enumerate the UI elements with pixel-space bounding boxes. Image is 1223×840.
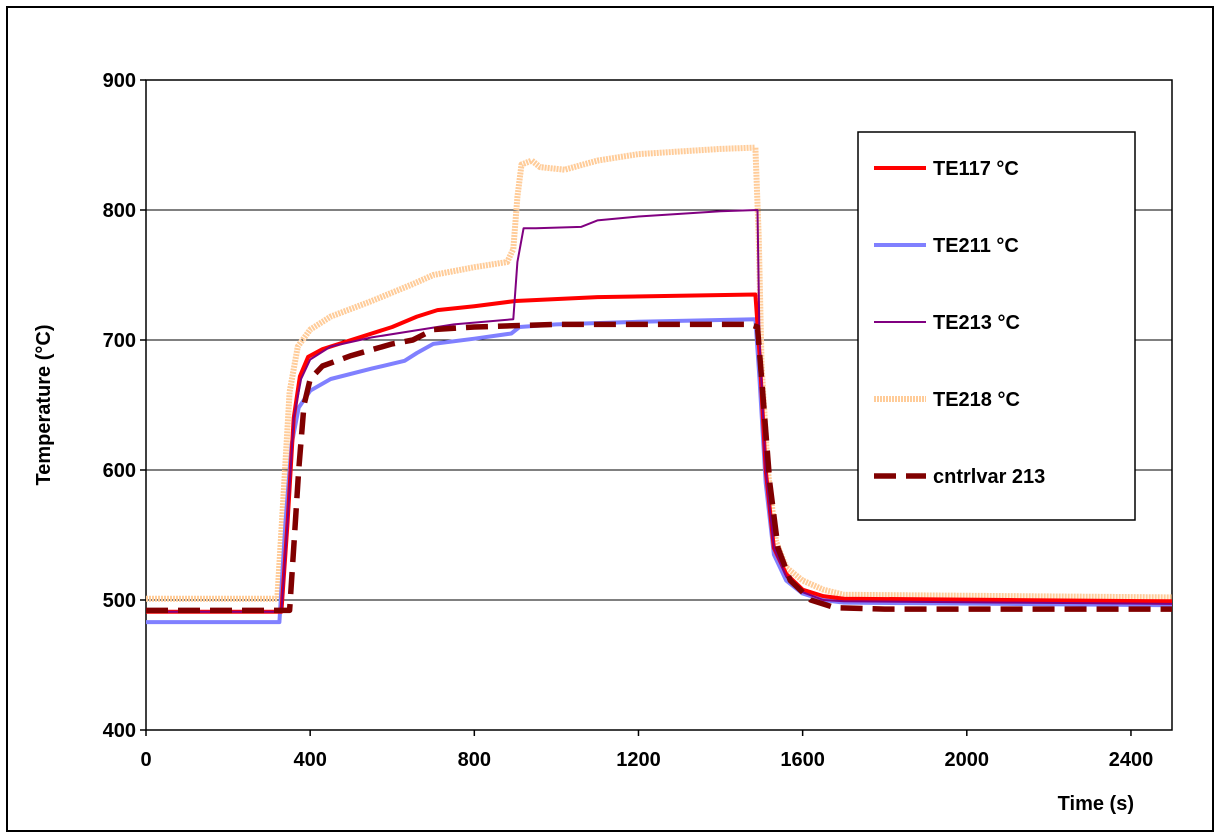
x-tick-label: 2000 xyxy=(945,749,990,771)
x-tick-label: 0 xyxy=(140,749,151,771)
legend-box xyxy=(857,131,1136,521)
y-tick-label: 700 xyxy=(103,330,136,352)
x-tick-label: 1600 xyxy=(780,749,825,771)
legend-label: cntrlvar 213 xyxy=(933,466,1045,488)
legend-label: TE211 °C xyxy=(933,235,1019,257)
y-tick-label: 400 xyxy=(103,720,136,742)
x-tick-label: 1200 xyxy=(616,749,661,771)
y-tick-label: 600 xyxy=(103,460,136,482)
legend: TE117 °C TE211 °C TE213 °C TE218 °C cntrlvar… xyxy=(857,131,1136,521)
x-tick-label: 800 xyxy=(458,749,491,771)
y-tick-label: 500 xyxy=(103,590,136,612)
legend-label: TE117 °C xyxy=(933,158,1019,180)
series-lines xyxy=(146,144,1173,625)
plot-area xyxy=(145,79,1173,731)
y-tick-label: 900 xyxy=(103,70,136,92)
x-axis-title: Time (s) xyxy=(1058,793,1134,815)
x-tick-label: 400 xyxy=(293,749,326,771)
x-tick-label: 2400 xyxy=(1109,749,1154,771)
legend-label: TE213 °C xyxy=(933,312,1020,334)
y-axis-title: Temperature (°C) xyxy=(33,325,55,486)
series-line-te218 xyxy=(146,144,1173,602)
legend-label: TE218 °C xyxy=(933,389,1020,411)
series-line-cntrlvar xyxy=(146,321,1172,614)
y-tick-label: 800 xyxy=(103,200,136,222)
